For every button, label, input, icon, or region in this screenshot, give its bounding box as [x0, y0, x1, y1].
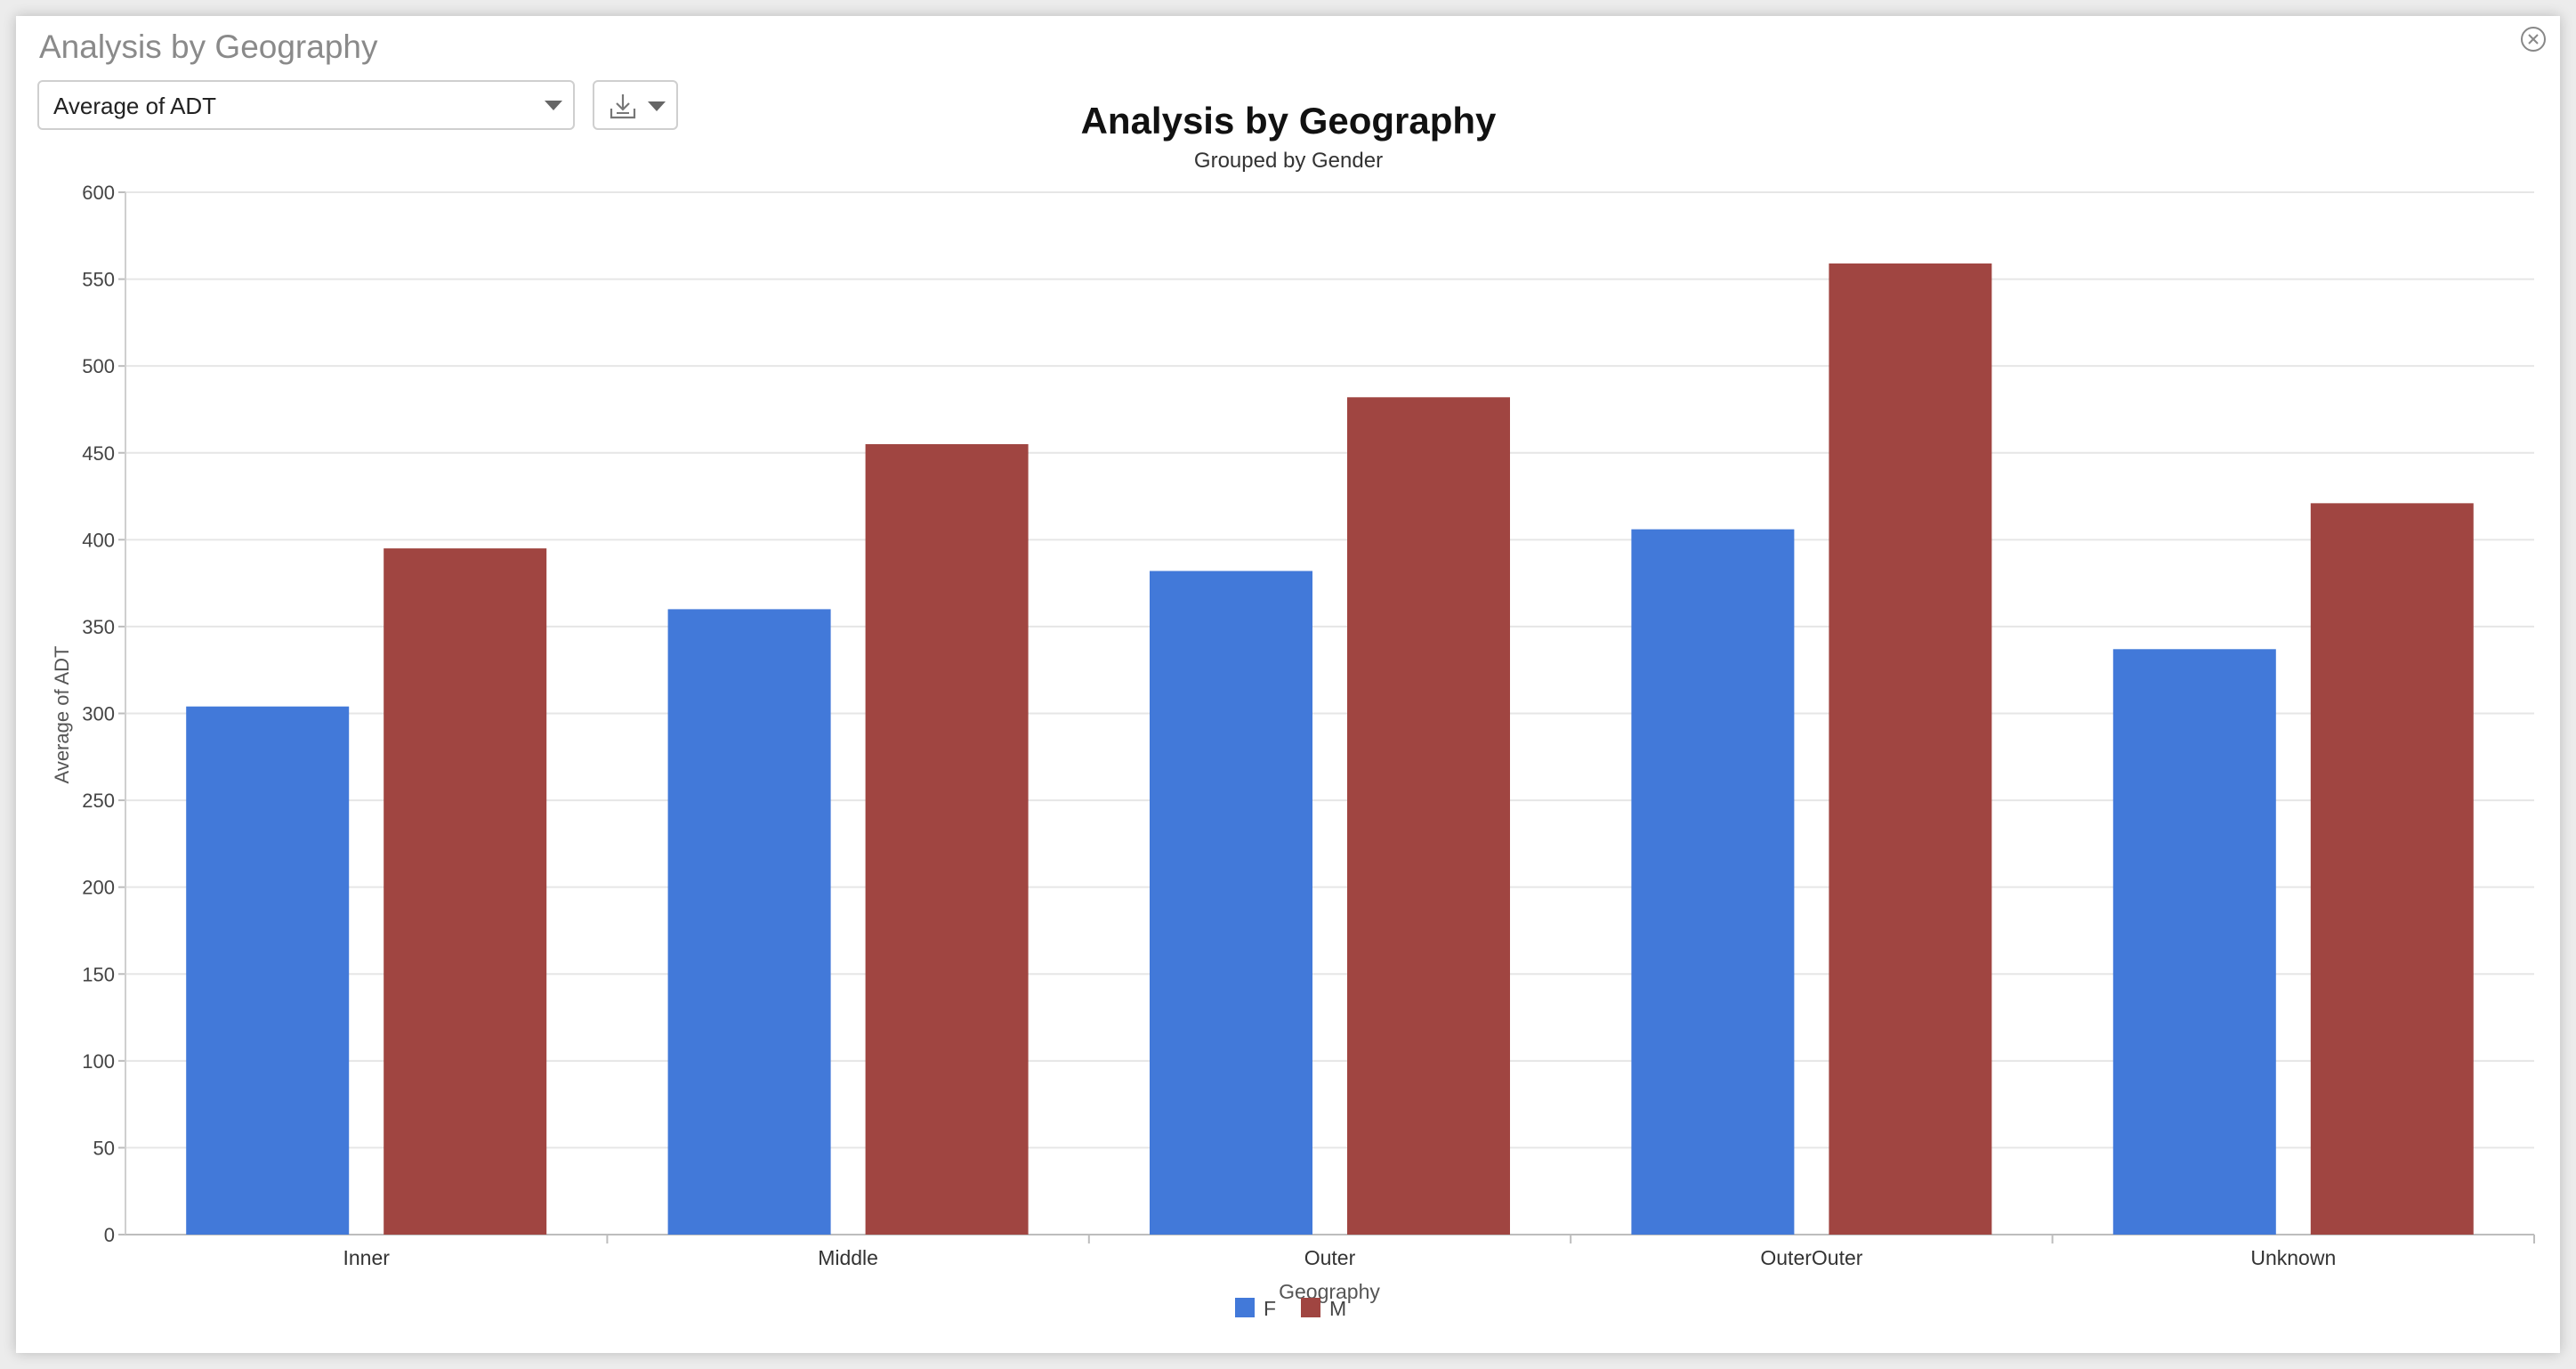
chart-subtitle: Grouped by Gender [1194, 149, 1383, 173]
legend-label-f: F [1264, 1297, 1276, 1320]
bar-m [1829, 263, 1992, 1235]
y-tick-label: 200 [82, 877, 115, 899]
bar-f [2112, 649, 2276, 1235]
x-tick-label: Outer [1304, 1246, 1356, 1269]
y-tick-label: 600 [82, 182, 115, 204]
x-tick-label: Unknown [2250, 1246, 2336, 1269]
y-tick-label: 150 [82, 963, 115, 985]
y-tick-label: 500 [82, 355, 115, 377]
chart-title: Analysis by Geography [1081, 100, 1497, 142]
bar-f [667, 609, 831, 1235]
y-tick-label: 400 [82, 529, 115, 551]
measure-select[interactable]: Average of ADT [37, 80, 575, 130]
y-tick-label: 50 [93, 1137, 115, 1159]
bar-chart: Analysis by Geography Grouped by Gender 0 5… [51, 100, 2535, 1320]
y-tick-label: 450 [82, 442, 115, 465]
x-tick-label: Inner [343, 1246, 390, 1269]
x-axis-label: Geography [1279, 1280, 1380, 1303]
x-tick-label: OuterOuter [1760, 1246, 1862, 1269]
bar-m [2310, 503, 2474, 1235]
chart-panel: Analysis by Geography Average of ADT Ana… [16, 16, 2560, 1353]
y-tick-label: 0 [104, 1224, 115, 1246]
bar-f [1631, 529, 1795, 1235]
chevron-down-icon [545, 101, 562, 110]
bar-m [384, 548, 547, 1235]
legend-swatch-m [1301, 1298, 1320, 1317]
bar-f [1150, 571, 1312, 1235]
y-tick-label: 250 [82, 790, 115, 812]
legend-label-m: M [1329, 1297, 1346, 1320]
y-tick-label: 100 [82, 1050, 115, 1073]
download-icon [610, 94, 636, 119]
y-axis-label: Average of ADT [51, 646, 73, 784]
bar-m [1347, 397, 1510, 1235]
close-icon[interactable] [2519, 25, 2548, 53]
export-caret-icon [648, 101, 666, 111]
bar-m [865, 443, 1029, 1235]
export-button[interactable] [593, 80, 678, 130]
y-tick-label: 300 [82, 703, 115, 725]
measure-select-value: Average of ADT [53, 93, 217, 119]
panel-title: Analysis by Geography [39, 28, 378, 65]
y-tick-label: 550 [82, 269, 115, 291]
bar-f [186, 706, 350, 1235]
legend-swatch-f [1235, 1298, 1255, 1317]
x-tick-label: Middle [818, 1246, 878, 1269]
y-tick-label: 350 [82, 616, 115, 638]
